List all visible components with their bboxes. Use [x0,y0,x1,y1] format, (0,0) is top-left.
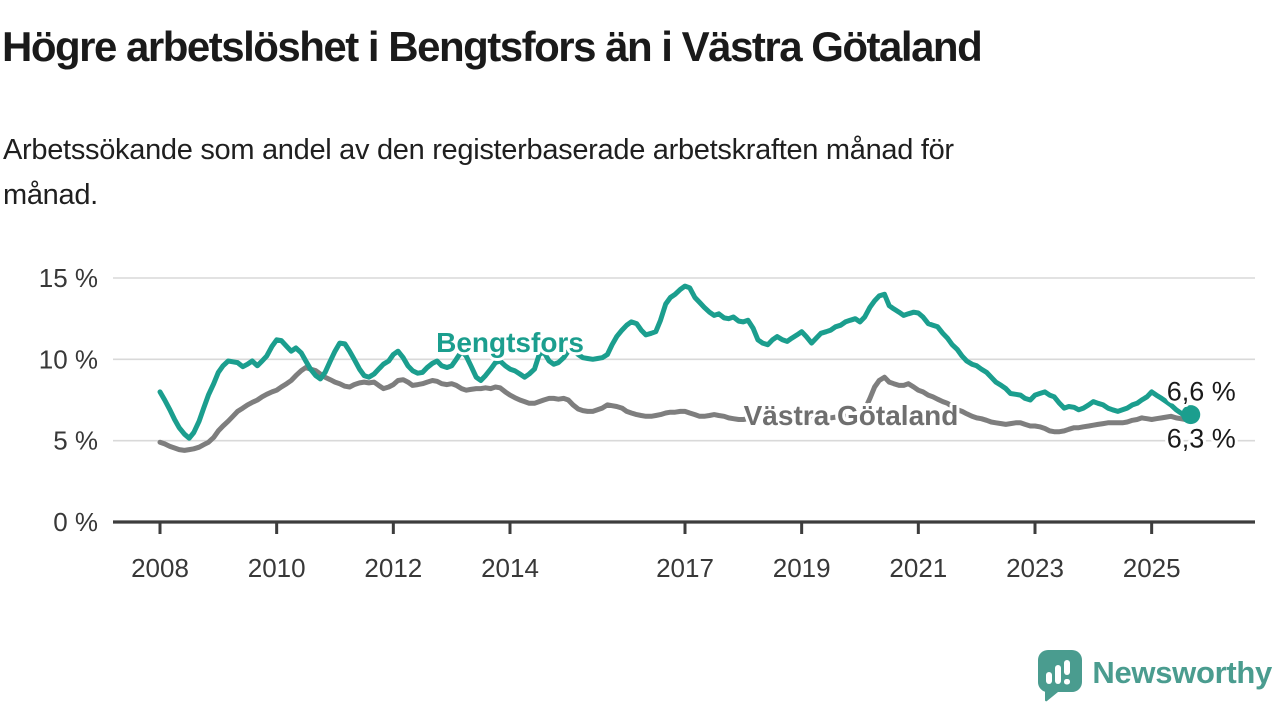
newsworthy-wordmark: Newsworthy [1092,655,1272,690]
end-value-label-vastra-gotaland: 6,3 % [1167,424,1236,454]
latest-value-dot [1181,405,1201,425]
newsworthy-bubble-icon [1038,650,1083,702]
x-axis-label-2017: 2017 [656,553,714,583]
x-axis-label-2025: 2025 [1123,553,1181,583]
series-label-v-stra-g-taland: Västra Götaland [744,400,959,431]
y-axis-label-5: 5 % [53,426,98,456]
chart-subtitle: Arbetssökande som andel av den registerb… [3,128,1213,218]
x-axis-label-2012: 2012 [364,553,422,583]
x-axis-label-2021: 2021 [889,553,947,583]
subtitle-line-1: Arbetssökande som andel av den registerb… [3,134,954,166]
subtitle-line-2: månad. [3,178,98,211]
page-title: Högre arbetslöshet i Bengtsfors än i Väs… [2,23,983,70]
end-value-label-bengtsfors: 6,6 % [1167,377,1236,407]
x-axis-label-2010: 2010 [248,553,306,583]
v-stra-g-taland-line [157,365,1194,453]
y-axis-label-0: 0 % [53,507,98,537]
y-axis-label-10: 10 % [39,344,98,374]
x-axis-label-2008: 2008 [131,553,189,583]
x-axis-label-2019: 2019 [773,553,831,583]
series-label-bengtsfors: Bengtsfors [436,327,584,358]
y-axis-label-15: 15 % [39,263,98,293]
bengtsfors-line [157,283,1194,441]
x-axis-label-2014: 2014 [481,553,539,583]
x-axis-label-2023: 2023 [1006,553,1064,583]
newsworthy-logo[interactable]: Newsworthy [1037,648,1272,704]
unemployment-line-chart: 0 % 5 % 10 % 15 % 2008 2010 2012 2014 2017 2019 20… [39,263,1255,583]
